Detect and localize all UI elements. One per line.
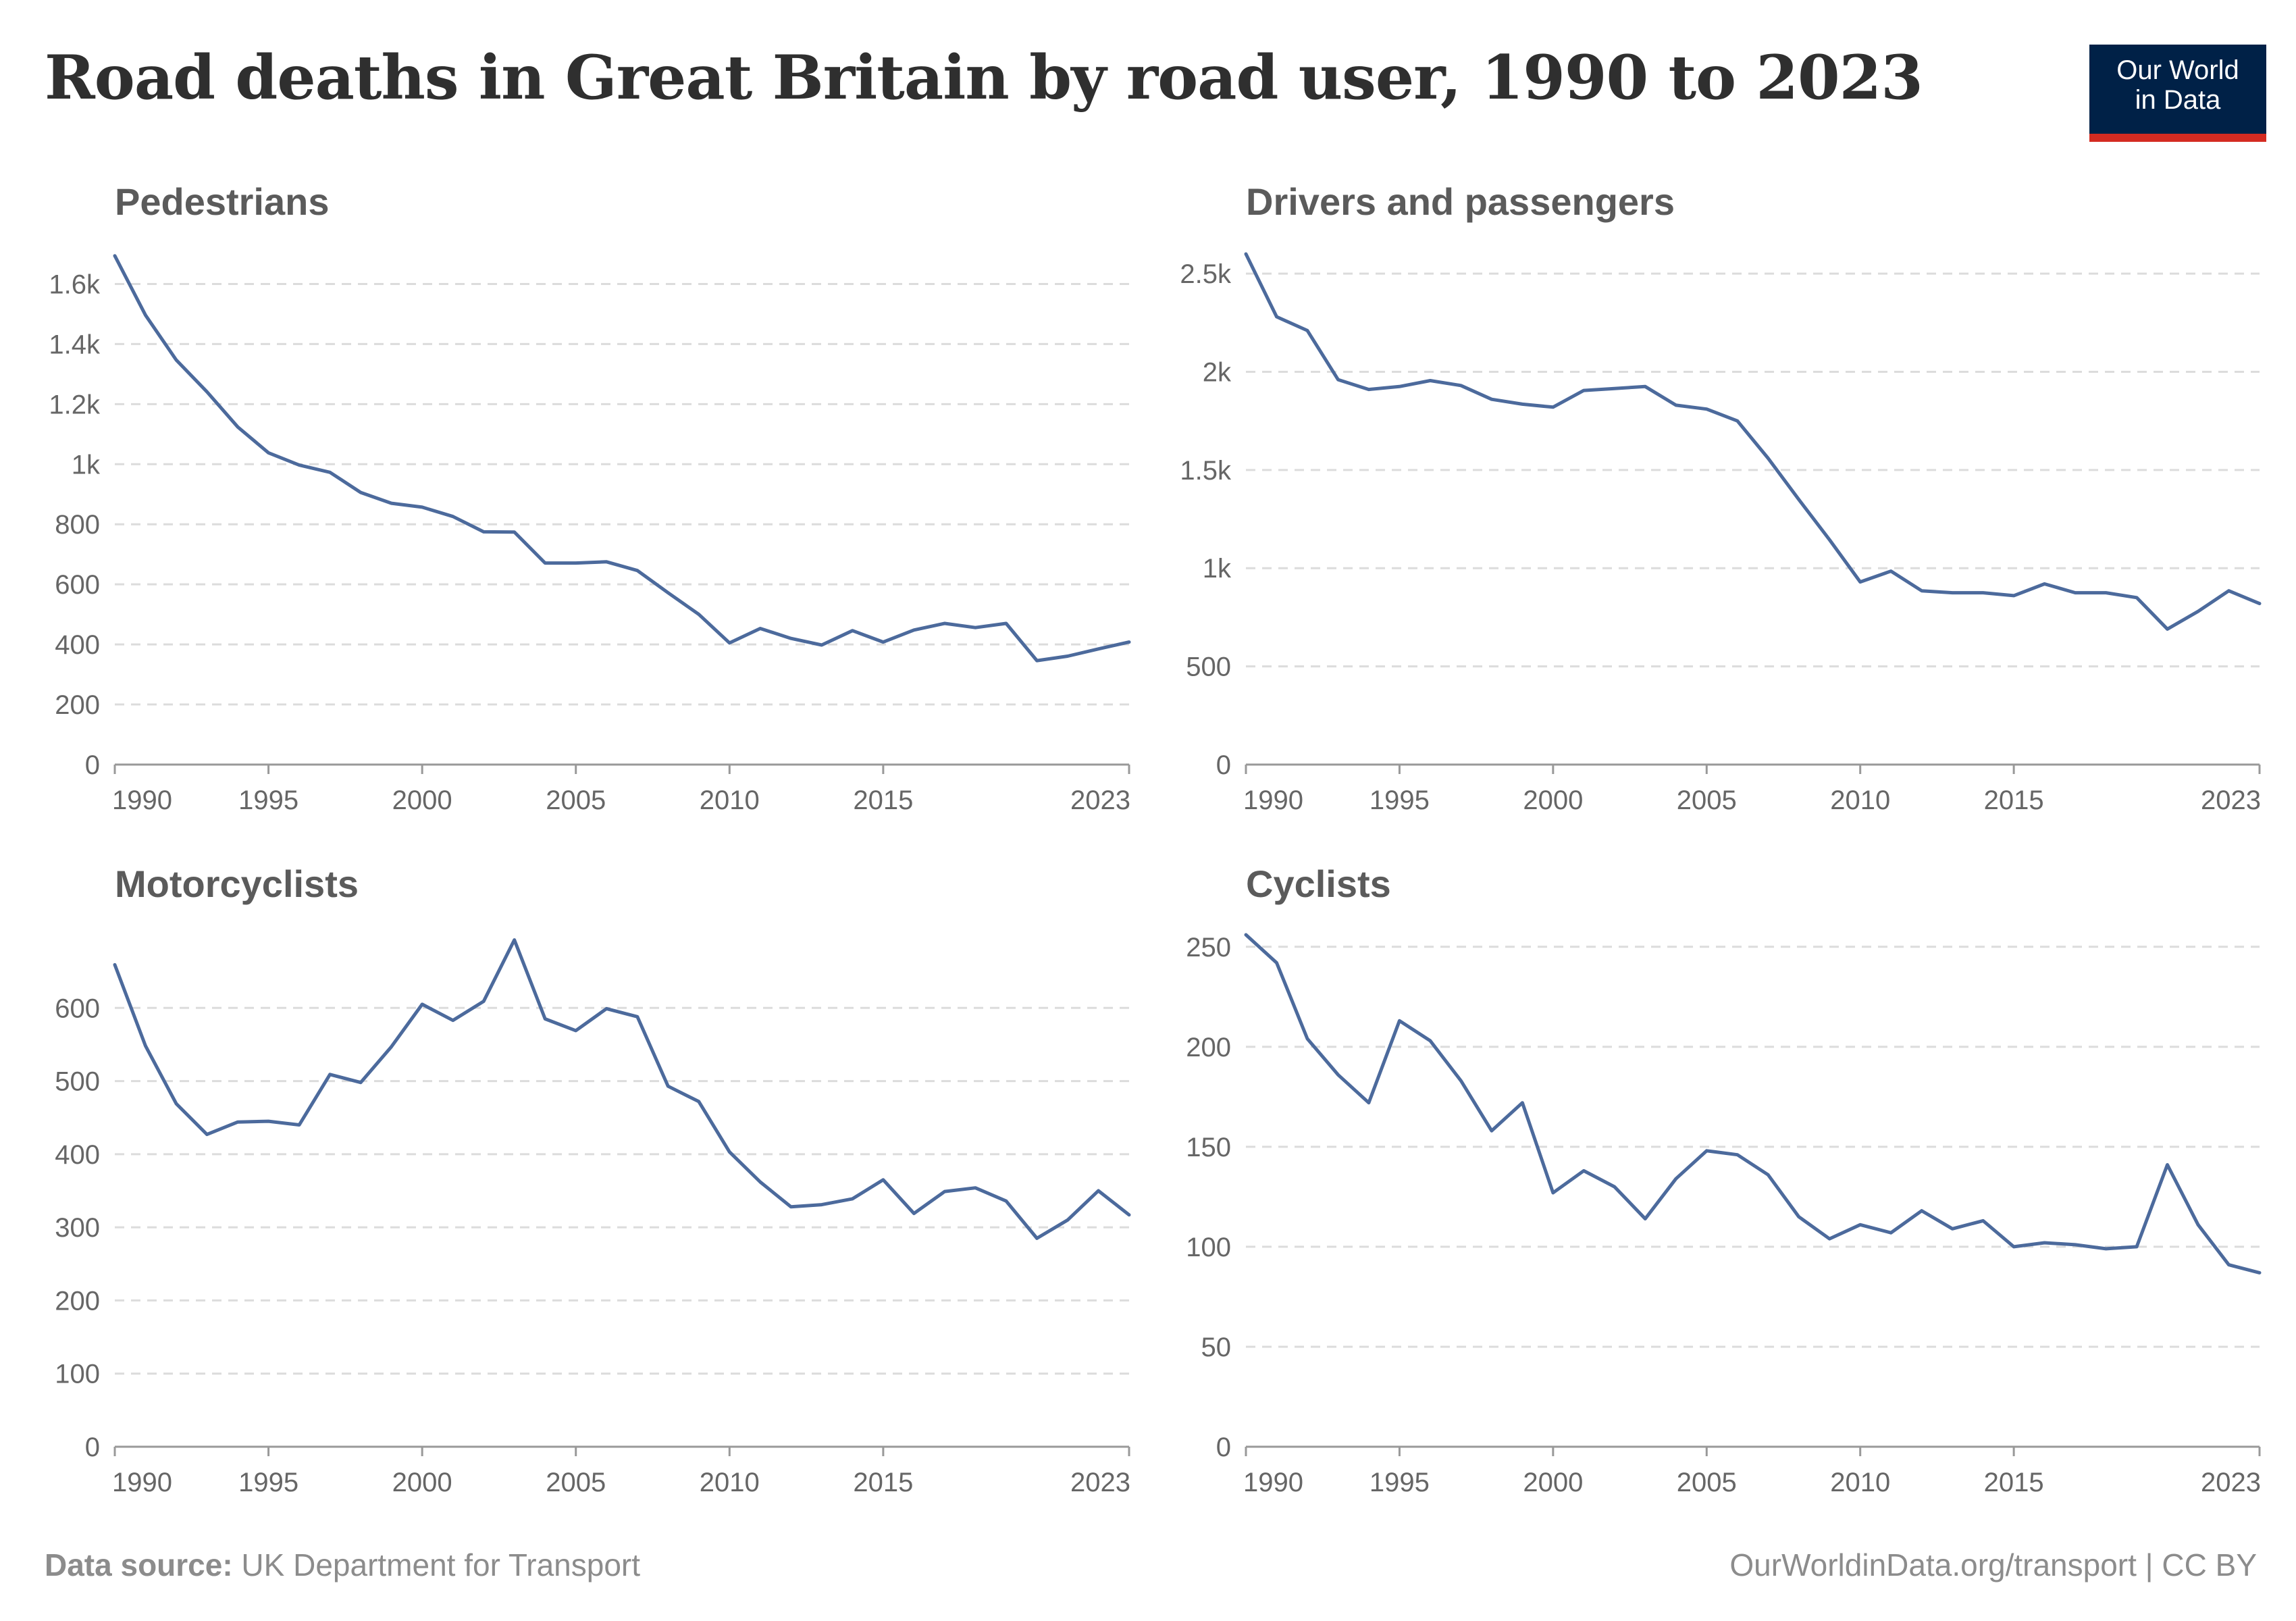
y-tick-label: 1k (72, 450, 101, 480)
x-tick-label: 2000 (392, 1468, 452, 1497)
x-tick-label: 2010 (700, 1468, 760, 1497)
x-tick-label: 2010 (700, 786, 760, 815)
y-tick-label: 200 (55, 690, 100, 720)
x-tick-label: 1995 (238, 786, 298, 815)
x-tick-label: 2005 (546, 1468, 606, 1497)
x-tick-label: 2000 (1523, 1468, 1583, 1497)
series-line (113, 938, 1131, 1240)
series-line (113, 254, 1131, 663)
data-source-text: UK Department for Transport (232, 1547, 641, 1583)
y-tick-label: 500 (1186, 652, 1231, 682)
y-tick-label: 1k (1203, 554, 1232, 584)
license-link[interactable]: OurWorldinData.org/transport | CC BY (1729, 1547, 2257, 1583)
panel-motorcyclists: Motorcyclists 0 100 200 300 400 500 600 1990 1995… (55, 863, 1131, 1497)
x-tick-label: 2015 (1984, 1468, 2044, 1497)
x-tick-label: 2005 (1677, 786, 1737, 815)
x-tick-label: 2023 (1070, 1468, 1130, 1497)
y-tick-label: 100 (1186, 1233, 1231, 1262)
series-line (1244, 252, 2262, 631)
panel-title: Cyclists (1246, 863, 1391, 905)
y-tick-label: 0 (1216, 1433, 1231, 1462)
x-tick-label: 1995 (238, 1468, 298, 1497)
panel-title: Pedestrians (115, 180, 330, 223)
y-tick-label: 800 (55, 510, 100, 540)
y-tick-label: 200 (1186, 1033, 1231, 1062)
y-tick-label: 50 (1201, 1333, 1232, 1362)
x-tick-label: 2015 (853, 786, 913, 815)
y-tick-label: 500 (55, 1067, 100, 1097)
panel-title: Drivers and passengers (1246, 180, 1675, 223)
chart-title: Road deaths in Great Britain by road use… (45, 42, 1923, 113)
series-line (1244, 933, 2262, 1275)
panel-drivers-and-passengers: Drivers and passengers 0 500 1k 1.5k 2k 2.5k 19… (1180, 180, 2262, 815)
y-tick-label: 1.6k (49, 269, 101, 299)
logo-line-1: Our World (2116, 55, 2239, 85)
x-tick-label: 2023 (2201, 1468, 2261, 1497)
x-tick-label: 2005 (1677, 1468, 1737, 1497)
owid-logo[interactable]: Our World in Data (2089, 45, 2266, 142)
x-tick-label: 1990 (112, 1468, 172, 1497)
data-source-label: Data source: (45, 1547, 233, 1583)
y-tick-label: 0 (1216, 750, 1231, 780)
y-tick-label: 600 (55, 994, 100, 1023)
y-tick-label: 300 (55, 1213, 100, 1243)
y-tick-label: 1.5k (1180, 456, 1232, 486)
y-tick-label: 250 (1186, 933, 1231, 962)
panel-title: Motorcyclists (115, 863, 359, 905)
x-tick-label: 1990 (112, 786, 172, 815)
y-tick-label: 0 (85, 750, 100, 780)
y-tick-label: 1.2k (49, 390, 101, 419)
x-tick-label: 2000 (392, 786, 452, 815)
x-tick-label: 1995 (1369, 1468, 1430, 1497)
y-tick-label: 600 (55, 570, 100, 600)
y-tick-label: 0 (85, 1433, 100, 1462)
y-tick-label: 400 (55, 1140, 100, 1170)
x-tick-label: 1990 (1243, 786, 1303, 815)
x-tick-label: 2015 (853, 1468, 913, 1497)
x-tick-label: 1995 (1369, 786, 1430, 815)
panel-cyclists: Cyclists 0 50 100 150 200 250 1990 1995 2000 2005 2… (1186, 863, 2262, 1497)
y-tick-label: 200 (55, 1286, 100, 1316)
logo-line-2: in Data (2135, 85, 2221, 115)
x-tick-label: 2023 (2201, 786, 2261, 815)
y-tick-label: 1.4k (49, 330, 101, 359)
x-tick-label: 2005 (546, 786, 606, 815)
y-tick-label: 100 (55, 1360, 100, 1389)
y-tick-label: 2k (1203, 357, 1232, 387)
x-tick-label: 2010 (1830, 1468, 1890, 1497)
x-tick-label: 1990 (1243, 1468, 1303, 1497)
y-tick-label: 2.5k (1180, 259, 1232, 289)
y-tick-label: 150 (1186, 1133, 1231, 1162)
data-source-note: Data source: UK Department for Transport (45, 1547, 640, 1583)
x-tick-label: 2023 (1070, 786, 1130, 815)
panel-pedestrians: Pedestrians 0 200 400 600 800 1k 1.2k 1.4k 1.6k 19… (49, 180, 1131, 815)
x-tick-label: 2010 (1830, 786, 1890, 815)
x-tick-label: 2015 (1984, 786, 2044, 815)
y-tick-label: 400 (55, 630, 100, 660)
x-tick-label: 2000 (1523, 786, 1583, 815)
